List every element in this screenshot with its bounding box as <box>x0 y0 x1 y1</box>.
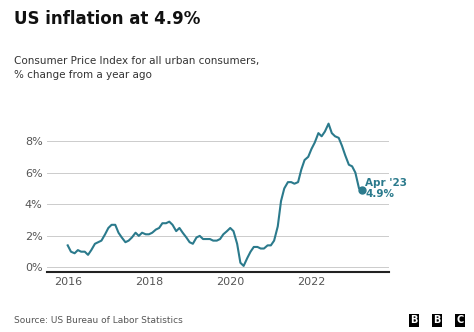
Text: C: C <box>456 315 464 325</box>
Text: Apr '23
4.9%: Apr '23 4.9% <box>365 178 407 199</box>
Text: B: B <box>433 315 441 325</box>
Text: B: B <box>410 315 418 325</box>
Text: Consumer Price Index for all urban consumers,
% change from a year ago: Consumer Price Index for all urban consu… <box>14 56 259 80</box>
Text: US inflation at 4.9%: US inflation at 4.9% <box>14 10 201 28</box>
Text: Source: US Bureau of Labor Statistics: Source: US Bureau of Labor Statistics <box>14 316 183 325</box>
